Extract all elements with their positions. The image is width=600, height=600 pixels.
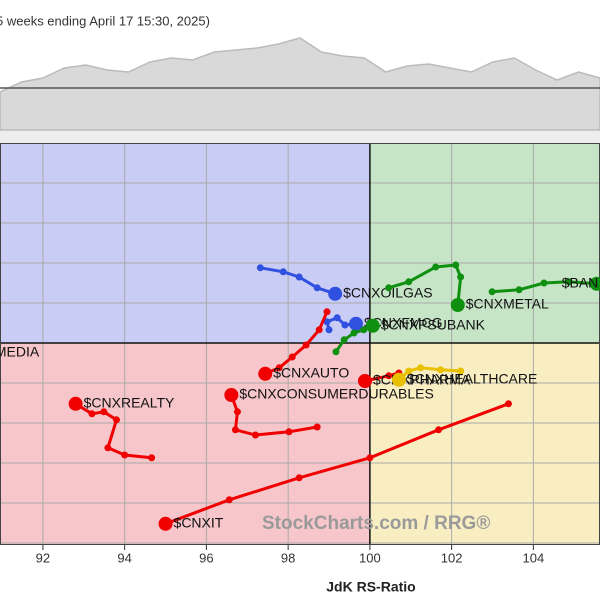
x-axis: 92 94 96 98 100 102 104 [36, 545, 545, 565]
trail-point [121, 451, 129, 459]
trail-point [340, 336, 348, 344]
trail-point [332, 348, 340, 356]
trail-point [295, 474, 303, 482]
series-label: $CNXAUTO [273, 365, 349, 381]
trail-point [333, 314, 341, 322]
subtitle: 5 weeks ending April 17 15:30, 2025) [0, 13, 210, 28]
watermark: StockCharts.com / RRG® [262, 513, 490, 534]
series-label: $CNXPSUBANK [381, 317, 486, 333]
series-label: $CNXFMCG [364, 315, 443, 331]
head-point [391, 372, 406, 387]
trail-point [279, 268, 287, 276]
trail-point [432, 263, 440, 271]
x-axis-label: JdK RS-Ratio [326, 579, 415, 595]
trail-point [285, 428, 293, 436]
series-label: $CNXREALTY [84, 395, 175, 411]
x-tick-label: 102 [441, 550, 463, 565]
head-point [258, 366, 273, 381]
trail-point [360, 326, 368, 334]
trail-point [540, 279, 548, 287]
trail-point [504, 400, 512, 408]
head-point [348, 316, 363, 331]
trail-point [366, 454, 374, 462]
trail-point [256, 264, 264, 272]
trail-point [405, 278, 413, 286]
trail-point [148, 454, 156, 462]
quadrant-improving [0, 143, 370, 343]
x-tick-label: 94 [117, 550, 131, 565]
head-point [224, 388, 239, 402]
quadrant-weakening [369, 343, 600, 545]
head-point [450, 298, 465, 312]
trail-point [288, 353, 296, 361]
separator [0, 130, 600, 143]
trail-point [313, 284, 321, 292]
series-label: $CNXIT [174, 515, 224, 531]
trail-point [350, 329, 358, 337]
trail-point [323, 308, 331, 316]
series-label: $CNXCONSUMERDURABLES [239, 386, 433, 402]
series-label: $BAN [562, 275, 599, 291]
head-point [158, 516, 173, 531]
trail-point [231, 426, 239, 434]
trail-point [488, 288, 496, 296]
trail-point [104, 444, 112, 452]
trail-point [341, 321, 349, 329]
plot-area: StockCharts.com / RRG® $CNXOILGAS $CNXFMCG… [0, 143, 600, 545]
series-label: $CNXOILGAS [343, 285, 432, 301]
trail-point [302, 341, 310, 349]
quadrant-leading [369, 143, 600, 343]
trail-point [225, 496, 233, 504]
trail-point [385, 372, 393, 380]
head-point [328, 286, 343, 301]
series-label: $CNXHEALTHCARE [407, 371, 537, 387]
quadrant-lagging [0, 343, 370, 545]
trail-point [315, 326, 323, 334]
trail-point [275, 364, 283, 372]
head-point [357, 374, 372, 388]
trail-point [325, 326, 333, 334]
x-tick-label: 98 [281, 550, 295, 565]
head-point [68, 396, 83, 411]
x-tick-label: 96 [199, 550, 213, 565]
trail-point [405, 367, 413, 375]
trail-point [88, 410, 96, 418]
trail-point [457, 273, 465, 281]
trail-point [515, 286, 523, 294]
trail-point [452, 261, 460, 269]
trail-point [457, 367, 465, 375]
trail-point [100, 408, 108, 416]
trail-point [435, 426, 443, 434]
head-point [589, 276, 600, 291]
trail-point [323, 318, 331, 326]
trail-point [112, 416, 120, 424]
head-point [365, 318, 380, 333]
trail-point [437, 366, 445, 374]
top-panel [0, 37, 600, 131]
trail-point [565, 278, 573, 286]
area [0, 37, 600, 131]
trail-point [295, 273, 303, 281]
x-tick-label: 100 [359, 550, 381, 565]
trail-point [417, 364, 425, 372]
x-tick-label: 104 [523, 550, 545, 565]
trail-point [385, 284, 393, 292]
trail-point [313, 423, 321, 431]
trail-point [251, 431, 259, 439]
series-label: $CNXMETAL [466, 296, 549, 312]
trail [165, 402, 509, 526]
trail-point [233, 408, 241, 416]
x-tick-label: 92 [36, 550, 50, 565]
series-label: XMEDIA [0, 344, 40, 360]
